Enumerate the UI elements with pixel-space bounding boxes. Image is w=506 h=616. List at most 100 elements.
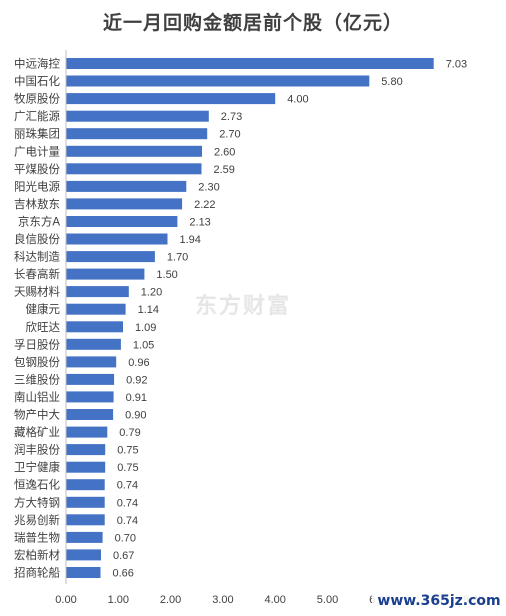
value-label: 5.80	[381, 76, 402, 88]
bar	[66, 567, 101, 578]
site-watermark: www.365jz.com	[372, 589, 506, 613]
x-tick-label: 4.00	[264, 594, 285, 606]
value-label: 0.70	[115, 532, 136, 544]
value-label: 2.30	[198, 181, 219, 193]
value-label: 0.91	[126, 392, 147, 404]
x-tick-label: 3.00	[212, 594, 233, 606]
x-tick-label: 2.00	[160, 594, 181, 606]
value-label: 0.92	[126, 374, 147, 386]
category-label: 吉林敖东	[14, 197, 60, 211]
value-label: 2.59	[214, 164, 235, 176]
category-label: 平煤股份	[14, 163, 60, 176]
value-label: 0.74	[117, 480, 138, 492]
value-label: 2.13	[189, 217, 210, 229]
value-label: 0.74	[117, 515, 138, 527]
value-label: 0.79	[119, 427, 140, 439]
bar	[66, 145, 202, 157]
category-label: 良信股份	[14, 232, 60, 246]
bar	[66, 58, 434, 69]
bar	[66, 496, 105, 508]
category-label: 招商轮船	[14, 566, 60, 580]
value-label: 1.05	[133, 339, 154, 351]
value-label: 1.20	[141, 287, 162, 299]
value-label: 2.60	[214, 146, 235, 158]
category-label: 长春高新	[14, 267, 60, 281]
bar	[66, 303, 126, 315]
x-tick-label: 5.00	[317, 594, 338, 606]
bar	[66, 356, 117, 368]
bar	[66, 128, 208, 140]
bar	[66, 461, 106, 473]
x-tick-label: 0.00	[55, 594, 76, 606]
category-label: 物产中大	[14, 408, 60, 422]
category-label: 牧原股份	[14, 92, 60, 106]
watermark-logo: 东方财富	[195, 293, 292, 318]
category-label: 欣旺达	[26, 320, 61, 334]
category-label: 宏柏新材	[14, 548, 60, 562]
bar	[66, 268, 145, 280]
category-label: 丽珠集团	[14, 127, 60, 141]
bar	[66, 479, 105, 491]
category-label: 中国石化	[14, 74, 60, 88]
bar	[66, 338, 121, 350]
bar	[66, 373, 115, 385]
value-label: 0.74	[117, 497, 138, 509]
category-label: 广汇能源	[14, 109, 60, 123]
category-label: 兆易创新	[14, 513, 60, 527]
category-label: 科达制造	[14, 250, 60, 264]
value-label: 0.67	[113, 550, 134, 562]
category-label: 包钢股份	[14, 356, 60, 369]
bar	[66, 391, 114, 403]
bar	[66, 110, 209, 122]
category-label: 卫宁健康	[14, 460, 60, 474]
bar	[66, 286, 129, 298]
category-label: 阳光电源	[14, 179, 60, 193]
bar	[66, 233, 168, 245]
category-label: 润丰股份	[14, 443, 60, 457]
category-label: 方大特钢	[14, 495, 60, 509]
bar	[66, 180, 187, 192]
value-label: 4.00	[287, 94, 308, 106]
value-label: 0.66	[113, 568, 134, 580]
chart-title: 近一月回购金额居前个股（亿元）	[102, 13, 403, 34]
category-label: 京东方A	[18, 215, 60, 229]
category-label: 孚日股份	[14, 338, 60, 351]
category-label: 南山铝业	[14, 390, 60, 404]
bar	[66, 216, 178, 227]
bar	[66, 251, 155, 263]
value-label: 1.09	[135, 322, 156, 334]
category-label: 恒逸石化	[14, 478, 60, 492]
bar	[66, 531, 103, 543]
category-label: 广电计量	[14, 145, 60, 158]
bar	[66, 321, 123, 333]
value-label: 2.70	[219, 129, 240, 141]
bar	[66, 444, 106, 456]
value-label: 1.50	[156, 269, 177, 281]
value-label: 7.03	[446, 59, 467, 71]
bar	[66, 514, 105, 526]
x-tick-label: 1.00	[108, 594, 129, 606]
bar	[66, 549, 101, 561]
bar	[66, 163, 202, 175]
bar	[66, 198, 183, 210]
value-label: 1.94	[180, 234, 201, 246]
value-label: 0.75	[117, 462, 138, 474]
bar	[66, 409, 114, 420]
category-label: 三维股份	[14, 373, 60, 386]
value-label: 1.70	[167, 252, 188, 264]
value-labels: 7.03 5.80 4.00 2.73 2.70 2.60 2.59 2.30 2.22 2.13…	[113, 59, 468, 580]
value-label: 2.73	[221, 111, 242, 123]
category-label: 中远海控	[14, 57, 60, 71]
value-label: 0.96	[128, 357, 149, 369]
bar	[66, 426, 108, 438]
bar	[66, 75, 370, 87]
value-label: 1.14	[138, 304, 159, 316]
value-label: 0.90	[125, 410, 146, 422]
value-label: 2.22	[194, 199, 215, 211]
category-labels: 中远海控中国石化牧原股份广汇能源丽珠集团广电计量平煤股份阳光电源吉林敖东京东方A…	[14, 57, 60, 580]
bars-layer	[66, 58, 434, 578]
category-label: 瑞普生物	[14, 530, 60, 544]
bar	[66, 93, 276, 105]
value-label: 0.75	[117, 445, 138, 457]
